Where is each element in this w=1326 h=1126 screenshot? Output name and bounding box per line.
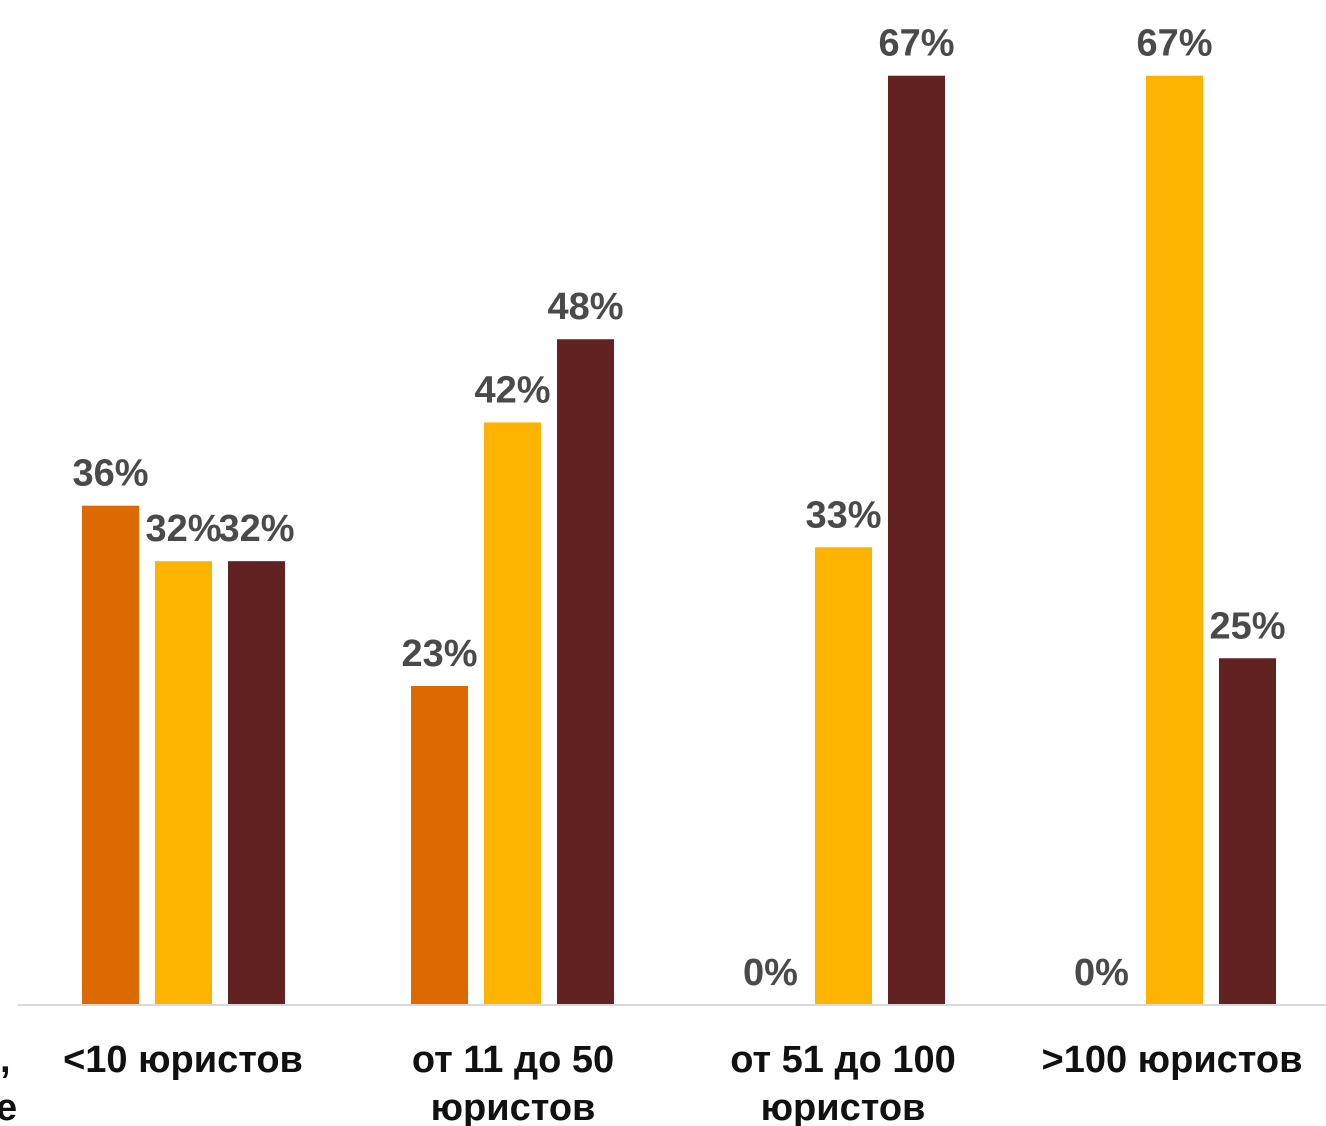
data-label-s2-c4: 67%: [1136, 23, 1212, 65]
bar-s2-c3: [815, 547, 872, 1005]
category-label-2-line-2: юристов: [431, 1087, 596, 1126]
bar-s1-c2: [411, 685, 468, 1005]
data-label-s1-c2: 23%: [401, 633, 477, 675]
value-labels-layer: 36% 23% 0% 0% 32% 42% 33% 67% 32% 48% 67% 25%: [72, 23, 1285, 994]
data-label-s2-c1: 32%: [145, 508, 221, 550]
category-label-4-line-1: >100 юристов: [1042, 1039, 1303, 1081]
data-label-s1-c3: 0%: [743, 952, 798, 994]
bar-s3-c2: [557, 339, 614, 1005]
data-label-s3-c2: 48%: [547, 286, 623, 328]
bars-layer: [82, 75, 1276, 1006]
data-label-s3-c3: 67%: [878, 23, 954, 65]
category-label-3-line-1: от 51 до 100: [730, 1039, 956, 1081]
cropped-edge-text-2: е: [0, 1087, 17, 1126]
data-label-s3-c4: 25%: [1209, 605, 1285, 647]
bar-s2-c4: [1146, 75, 1203, 1005]
cropped-edge-text-1: ,: [0, 1039, 11, 1081]
bar-s2-c1: [155, 561, 212, 1005]
data-label-s1-c1: 36%: [72, 453, 148, 495]
category-label-1-line-1: <10 юристов: [63, 1039, 303, 1081]
bar-s1-c1: [82, 505, 139, 1005]
data-label-s1-c4: 0%: [1074, 952, 1129, 994]
data-label-s2-c3: 33%: [805, 494, 881, 536]
bar-s3-c4: [1219, 658, 1276, 1005]
data-label-s2-c2: 42%: [474, 369, 550, 411]
bar-s2-c2: [484, 422, 541, 1006]
category-label-3-line-2: юристов: [761, 1087, 926, 1126]
data-label-s3-c1: 32%: [218, 508, 294, 550]
bar-s3-c3: [888, 75, 945, 1005]
bar-s3-c1: [228, 561, 285, 1005]
category-labels-layer: <10 юристов от 11 до 50 юристов от 51 до 10…: [63, 1039, 1302, 1126]
category-label-2-line-1: от 11 до 50: [412, 1039, 614, 1081]
